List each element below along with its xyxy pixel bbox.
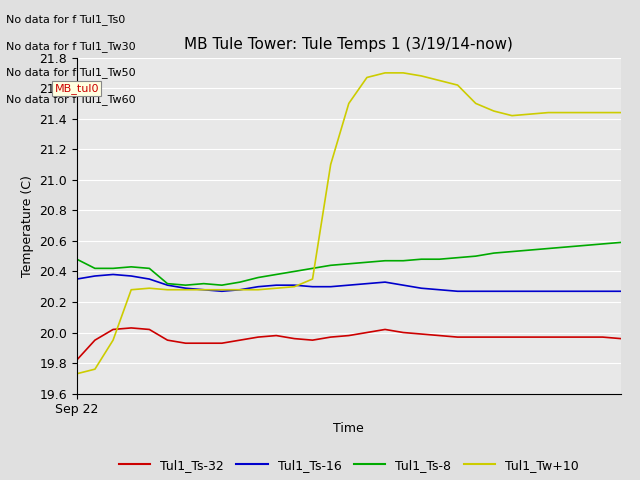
Y-axis label: Temperature (C): Temperature (C) — [20, 175, 34, 276]
X-axis label: Time: Time — [333, 422, 364, 435]
Text: No data for f Tul1_Tw30: No data for f Tul1_Tw30 — [6, 41, 136, 52]
Title: MB Tule Tower: Tule Temps 1 (3/19/14-now): MB Tule Tower: Tule Temps 1 (3/19/14-now… — [184, 37, 513, 52]
Text: No data for f Tul1_Tw60: No data for f Tul1_Tw60 — [6, 94, 136, 105]
Text: MB_tul0: MB_tul0 — [54, 83, 99, 94]
Legend: Tul1_Ts-32, Tul1_Ts-16, Tul1_Ts-8, Tul1_Tw+10: Tul1_Ts-32, Tul1_Ts-16, Tul1_Ts-8, Tul1_… — [114, 454, 584, 477]
Text: No data for f Tul1_Ts0: No data for f Tul1_Ts0 — [6, 14, 125, 25]
Text: No data for f Tul1_Tw50: No data for f Tul1_Tw50 — [6, 67, 136, 78]
